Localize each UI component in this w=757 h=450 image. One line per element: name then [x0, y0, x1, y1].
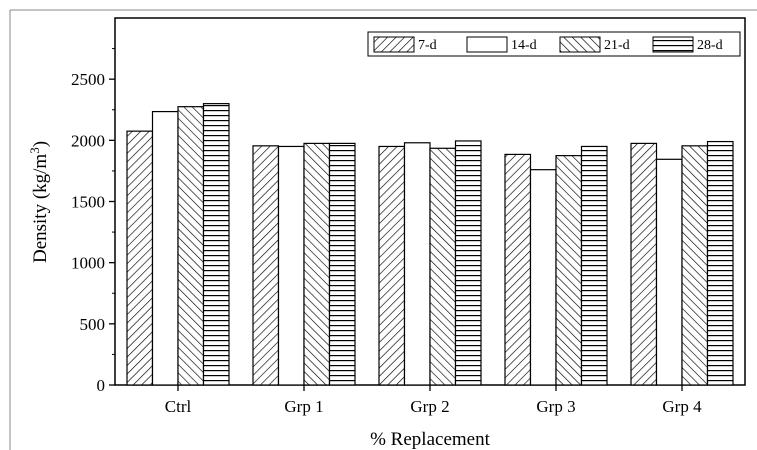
bar-14-d-ctrl [153, 112, 179, 385]
x-tick-label: Grp 2 [410, 397, 449, 416]
bar-7-d-grp-3 [505, 154, 531, 385]
x-tick-label: Grp 4 [662, 397, 702, 416]
legend-swatch-7-d [374, 37, 414, 52]
bar-21-d-ctrl [178, 107, 204, 385]
y-axis-title-close: ) [30, 141, 51, 147]
y-tick-label: 2500 [71, 70, 105, 89]
x-axis: Ctrl Grp 1 Grp 2 Grp 3 Grp 4 [165, 385, 702, 416]
y-axis-title: Density (kg/m3) [27, 141, 51, 263]
y-axis: 0 500 1000 1500 2000 2500 [71, 49, 115, 395]
x-tick-label: Grp 1 [284, 397, 323, 416]
y-tick-label: 1500 [71, 193, 105, 212]
bar-7-d-ctrl [127, 131, 153, 385]
bar-21-d-grp-2 [430, 148, 456, 385]
bar-28-d-ctrl [204, 104, 230, 385]
x-tick-label: Grp 3 [536, 397, 575, 416]
y-tick-label: 500 [80, 315, 106, 334]
x-tick-label: Ctrl [165, 397, 192, 416]
bar-7-d-grp-1 [253, 146, 279, 385]
bar-28-d-grp-4 [708, 142, 734, 385]
bar-28-d-grp-1 [330, 143, 356, 385]
bars-group [127, 104, 733, 385]
bar-21-d-grp-1 [304, 143, 330, 385]
bar-14-d-grp-2 [405, 143, 431, 385]
legend-label-28-d: 28-d [697, 38, 723, 53]
x-axis-title: % Replacement [370, 429, 490, 450]
bar-7-d-grp-4 [631, 143, 657, 385]
y-tick-label: 0 [97, 376, 106, 395]
bar-7-d-grp-2 [379, 146, 405, 385]
y-tick-label: 1000 [71, 254, 105, 273]
bar-28-d-grp-2 [456, 141, 482, 385]
bar-21-d-grp-3 [556, 156, 582, 385]
legend-label-7-d: 7-d [418, 38, 437, 53]
legend-swatch-14-d [467, 37, 507, 52]
bar-14-d-grp-4 [657, 159, 683, 385]
legend-swatch-21-d [560, 37, 600, 52]
bar-28-d-grp-3 [582, 146, 608, 385]
bar-14-d-grp-1 [279, 146, 305, 385]
legend-label-14-d: 14-d [511, 38, 537, 53]
bar-14-d-grp-3 [531, 170, 557, 385]
bar-21-d-grp-4 [682, 146, 708, 385]
legend-swatch-28-d [653, 37, 693, 52]
legend-label-21-d: 21-d [604, 38, 630, 53]
y-tick-label: 2000 [71, 131, 105, 150]
y-axis-title-main: Density (kg/m [30, 154, 51, 263]
legend: 7-d 14-d 21-d 28-d [368, 32, 740, 56]
